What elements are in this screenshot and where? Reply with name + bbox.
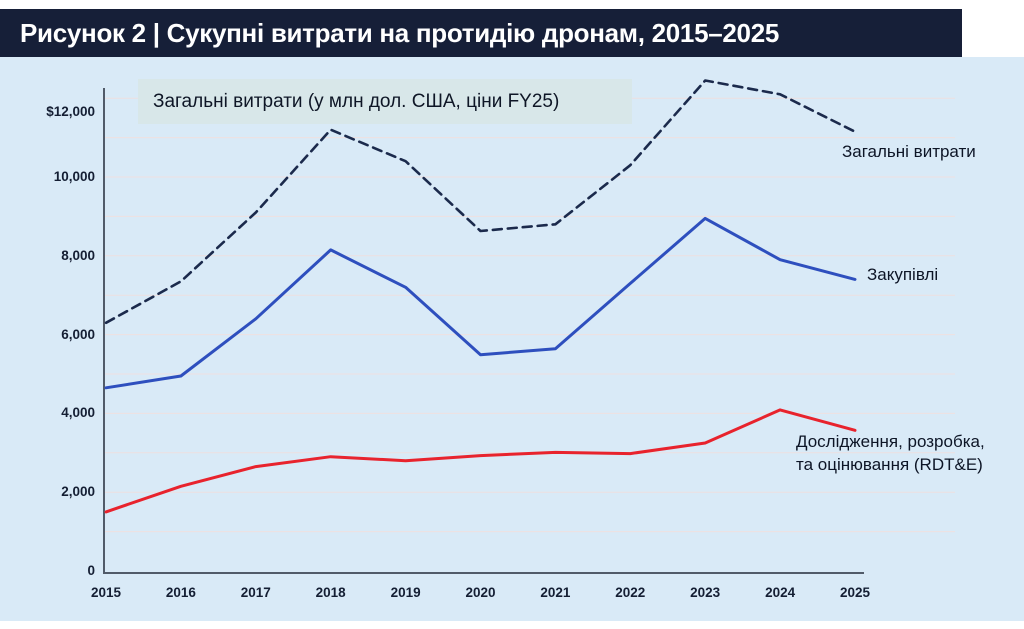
procurement-line	[104, 216, 857, 390]
y-tick-10000: 10,000	[53, 169, 95, 184]
x-tick-2015: 2015	[90, 585, 122, 600]
y-tick-4000: 4,000	[61, 405, 95, 421]
figure-title-bar: Рисунок 2 | Сукупні витрати на протидію …	[0, 9, 962, 57]
x-tick-2019: 2019	[390, 585, 421, 600]
y-tick-8000: 8,000	[61, 247, 95, 263]
legend-label-rdte: Дослідження, розробка, та оцінювання (RD…	[796, 432, 985, 474]
x-tick-2025: 2025	[839, 585, 871, 600]
y-tick-0: 0	[87, 563, 95, 578]
x-tick-2020: 2020	[465, 585, 496, 600]
x-tick-2023: 2023	[690, 585, 721, 600]
y-tick-12000: $12,000	[46, 104, 95, 120]
x-tick-2021: 2021	[540, 585, 571, 600]
legend-label-procurement: Закупівлі	[867, 265, 939, 284]
y-tick-6000: 6,000	[61, 326, 95, 342]
x-tick-2024: 2024	[765, 585, 796, 600]
x-tick-2017: 2017	[240, 585, 271, 600]
x-tick-2022: 2022	[615, 585, 646, 600]
chart-canvas	[0, 57, 1024, 621]
figure-title: Рисунок 2 | Сукупні витрати на протидію …	[20, 17, 780, 48]
x-tick-2018: 2018	[315, 585, 346, 600]
x-tick-2016: 2016	[165, 585, 196, 600]
total-line	[104, 79, 857, 325]
y-tick-2000: 2,000	[61, 484, 95, 500]
legend-label-total: Загальні витрати	[842, 142, 976, 161]
rdte-line	[104, 408, 857, 514]
chart-subtitle-box: Загальні витрати (у млн дол. США, ціни F…	[138, 79, 632, 124]
